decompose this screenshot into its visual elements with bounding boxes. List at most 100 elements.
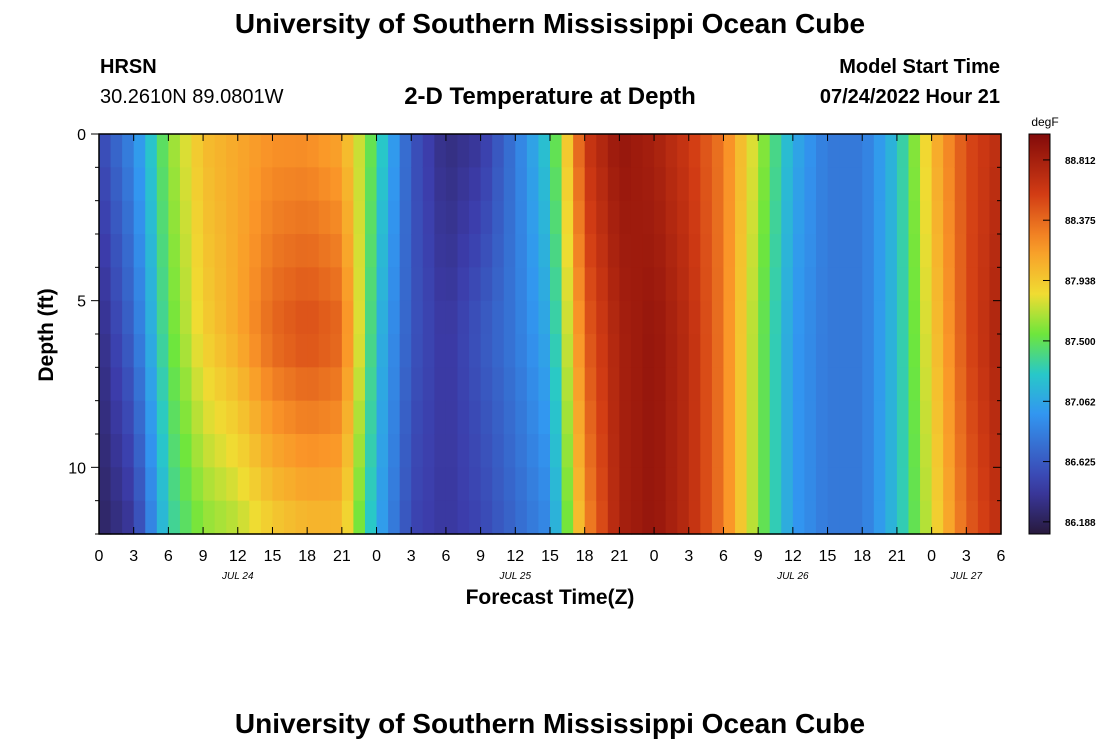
heatmap-cell (723, 200, 736, 235)
heatmap-cell (896, 200, 910, 235)
heatmap-cell (885, 367, 898, 402)
heatmap-cell (839, 234, 852, 268)
heatmap-cell (885, 167, 898, 202)
heatmap-cell (815, 400, 829, 435)
heatmap-cell (954, 434, 967, 468)
heatmap-cell (642, 200, 655, 235)
colorbar-tick-label: 86.188 (1065, 518, 1096, 529)
heatmap-cell (376, 267, 389, 302)
heatmap-cell (179, 200, 193, 235)
heatmap-cell (920, 234, 933, 268)
heatmap-cell (943, 367, 956, 402)
heatmap-cell (827, 367, 840, 402)
heatmap-cell (931, 234, 944, 268)
heatmap-cell (573, 467, 586, 502)
heatmap-cell (642, 167, 655, 202)
heatmap-cell (469, 167, 482, 202)
heatmap-cell (168, 334, 181, 368)
heatmap-cell (515, 200, 528, 235)
heatmap-cell (665, 234, 678, 268)
heatmap-cell (746, 200, 759, 235)
x-tick-label: 18 (853, 548, 871, 565)
heatmap-cell (191, 300, 204, 335)
heatmap-cell (284, 267, 297, 302)
heatmap-cell (746, 467, 759, 502)
heatmap-cell (399, 267, 412, 302)
heatmap-cell (214, 300, 227, 335)
heatmap-cell (677, 500, 690, 535)
heatmap-cell (422, 267, 435, 302)
heatmap-cell (249, 334, 262, 368)
heatmap-cell (307, 134, 320, 168)
heatmap-cell (318, 134, 331, 168)
heatmap-cell (388, 300, 401, 335)
heatmap-cell (376, 300, 389, 335)
heatmap-cell (804, 500, 817, 535)
heatmap-cell (677, 234, 690, 268)
heatmap-cell (920, 134, 933, 168)
x-tick-label: 0 (650, 548, 659, 565)
heatmap-cell (596, 300, 609, 335)
heatmap-cell (827, 334, 840, 368)
heatmap-cell (191, 234, 204, 268)
heatmap-cell (735, 134, 748, 168)
heatmap-cell (99, 200, 112, 235)
heatmap-cell (353, 200, 366, 235)
heatmap-cell (457, 134, 470, 168)
heatmap-cell (619, 134, 632, 168)
heatmap-cell (110, 134, 123, 168)
heatmap-cell (388, 167, 401, 202)
heatmap-cell (920, 434, 933, 468)
heatmap-cell (295, 200, 308, 235)
heatmap-cell (492, 300, 505, 335)
heatmap-cell (469, 367, 482, 402)
heatmap-cell (191, 434, 204, 468)
heatmap-cell (318, 367, 331, 402)
heatmap-cell (168, 467, 181, 502)
x-tick-label: 3 (129, 548, 138, 565)
heatmap-cell (896, 167, 910, 202)
heatmap-cell (619, 167, 632, 202)
heatmap-cell (538, 500, 551, 535)
heatmap-cell (804, 334, 817, 368)
heatmap-cell (735, 267, 748, 302)
heatmap-cell (596, 434, 609, 468)
heatmap-cell (330, 300, 343, 335)
x-tick-label: 6 (164, 548, 173, 565)
heatmap-cell (758, 500, 771, 535)
date-label: JUL 25 (499, 571, 532, 582)
heatmap-cell (885, 300, 898, 335)
heatmap-cell (769, 400, 782, 435)
x-tick-label: 15 (264, 548, 282, 565)
heatmap-cell (792, 367, 806, 402)
heatmap-cell (619, 300, 632, 335)
heatmap-cell (399, 500, 412, 535)
heatmap-cell (642, 400, 655, 435)
heatmap-cell (850, 167, 863, 202)
heatmap-cell (457, 500, 470, 535)
heatmap-cell (249, 400, 262, 435)
heatmap-cell (550, 400, 563, 435)
heatmap-cell (411, 200, 424, 235)
heatmap-cell (122, 400, 135, 435)
heatmap-cell (388, 234, 401, 268)
heatmap-cell (619, 500, 632, 535)
heatmap-cell (550, 200, 563, 235)
heatmap-cell (249, 167, 262, 202)
heatmap-cell (330, 134, 343, 168)
x-tick-label: 6 (441, 548, 450, 565)
heatmap-cell (214, 267, 227, 302)
heatmap-cell (630, 200, 644, 235)
heatmap-cell (203, 434, 216, 468)
heatmap-cell (399, 300, 412, 335)
heatmap-cell (145, 200, 158, 235)
heatmap-cell (307, 500, 320, 535)
heatmap-cell (723, 300, 736, 335)
heatmap-cell (538, 300, 551, 335)
heatmap-cell (665, 400, 678, 435)
heatmap-cell (781, 234, 794, 268)
heatmap-cell (596, 200, 609, 235)
heatmap-cell (885, 267, 898, 302)
heatmap-cell (515, 300, 528, 335)
heatmap-cell (943, 467, 956, 502)
